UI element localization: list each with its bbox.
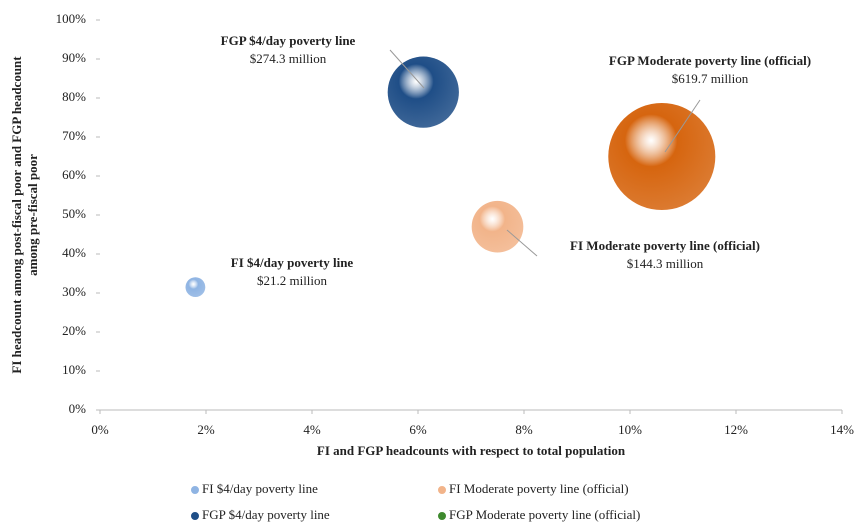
x-tick-label: 14% bbox=[830, 422, 854, 437]
x-tick-label: 12% bbox=[724, 422, 748, 437]
legend-marker bbox=[437, 511, 447, 521]
leader-line bbox=[389, 49, 425, 89]
y-tick-label: 100% bbox=[56, 11, 87, 26]
bubble bbox=[185, 277, 206, 298]
annotation-title: FI $4/day poverty line bbox=[231, 255, 354, 270]
legend-label: FGP $4/day poverty line bbox=[202, 507, 330, 522]
annotation-title: FGP $4/day poverty line bbox=[221, 33, 356, 48]
data-label: $21.2 million bbox=[257, 273, 328, 288]
legend-marker bbox=[437, 485, 447, 495]
legend-marker bbox=[190, 511, 200, 521]
y-tick-label: 20% bbox=[62, 323, 86, 338]
y-tick-label: 60% bbox=[62, 167, 86, 182]
y-tick-label: 80% bbox=[62, 89, 86, 104]
data-label: $274.3 million bbox=[250, 51, 327, 66]
data-label: $619.7 million bbox=[672, 71, 749, 86]
bubble bbox=[471, 200, 524, 253]
leader-line bbox=[664, 99, 701, 153]
x-tick-label: 10% bbox=[618, 422, 642, 437]
y-tick-label: 10% bbox=[62, 362, 86, 377]
x-tick-label: 0% bbox=[91, 422, 109, 437]
legend-label: FGP Moderate poverty line (official) bbox=[449, 507, 640, 522]
bubble bbox=[608, 102, 716, 211]
y-tick-label: 70% bbox=[62, 128, 86, 143]
y-tick-label: 40% bbox=[62, 245, 86, 260]
x-axis-title: FI and FGP headcounts with respect to to… bbox=[317, 443, 626, 458]
y-axis-title: among pre-fiscal poor bbox=[25, 154, 40, 276]
x-tick-label: 6% bbox=[409, 422, 427, 437]
legend-marker bbox=[190, 485, 200, 495]
x-tick-label: 2% bbox=[197, 422, 215, 437]
legend-label: FI Moderate poverty line (official) bbox=[449, 481, 629, 496]
x-tick-label: 4% bbox=[303, 422, 321, 437]
x-tick-label: 8% bbox=[515, 422, 533, 437]
y-tick-label: 50% bbox=[62, 206, 86, 221]
y-tick-label: 30% bbox=[62, 284, 86, 299]
legend-label: FI $4/day poverty line bbox=[202, 481, 318, 496]
y-axis-title: FI headcount among post-fiscal poor and … bbox=[9, 56, 24, 374]
leader-line bbox=[506, 229, 538, 257]
bubble bbox=[387, 56, 459, 128]
annotation-title: FGP Moderate poverty line (official) bbox=[609, 53, 811, 68]
y-tick-label: 0% bbox=[69, 401, 87, 416]
y-tick-label: 90% bbox=[62, 50, 86, 65]
data-label: $144.3 million bbox=[627, 256, 704, 271]
annotation-title: FI Moderate poverty line (official) bbox=[570, 238, 760, 253]
